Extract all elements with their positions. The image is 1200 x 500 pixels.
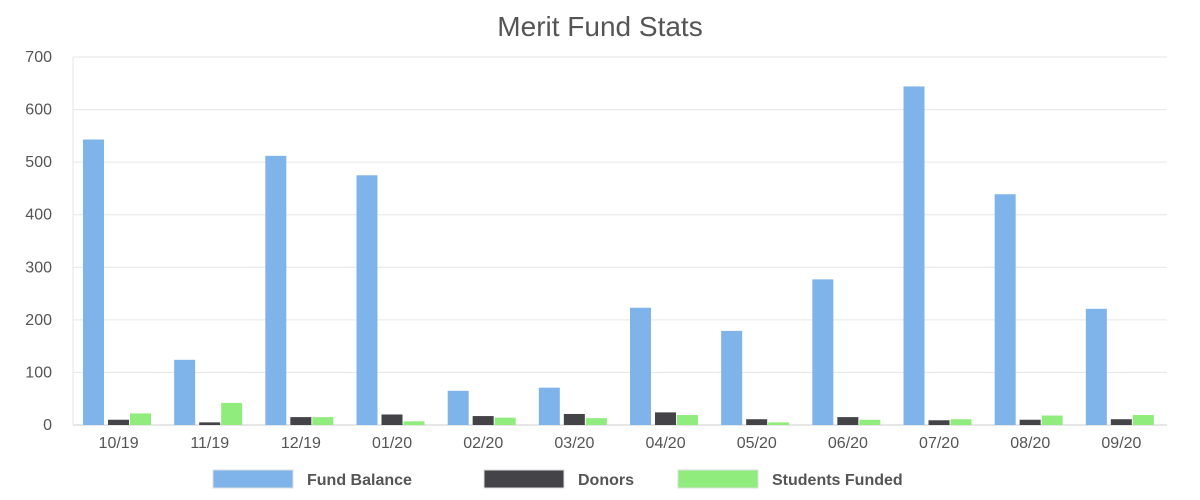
x-tick-label: 06/20 xyxy=(828,435,868,452)
bar-donors[interactable] xyxy=(472,416,494,425)
bar-fund-balance[interactable] xyxy=(721,330,743,425)
x-tick-label: 01/20 xyxy=(372,435,412,452)
x-tick-label: 11/19 xyxy=(190,435,229,452)
y-tick-label: 500 xyxy=(25,154,52,171)
bar-students-funded[interactable] xyxy=(585,418,607,425)
x-tick-label: 02/20 xyxy=(463,435,503,452)
x-tick-label: 10/19 xyxy=(99,435,139,452)
legend-item-students-funded[interactable]: Students Funded xyxy=(677,469,903,489)
bar-students-funded[interactable] xyxy=(403,421,425,425)
bar-students-funded[interactable] xyxy=(494,417,516,425)
y-tick-label: 200 xyxy=(25,312,52,329)
x-tick-label: 05/20 xyxy=(737,435,777,452)
y-tick-label: 0 xyxy=(43,417,52,434)
legend-label: Fund Balance xyxy=(307,472,412,489)
bar-donors[interactable] xyxy=(563,413,585,425)
bar-donors[interactable] xyxy=(746,419,768,425)
legend-swatch xyxy=(483,469,565,489)
x-tick-label: 12/19 xyxy=(281,435,321,452)
bar-students-funded[interactable] xyxy=(130,413,151,425)
gridlines xyxy=(73,56,1167,426)
x-tick-label: 07/20 xyxy=(919,435,959,452)
y-tick-label: 600 xyxy=(25,102,52,119)
legend-label: Students Funded xyxy=(772,472,903,489)
bar-students-funded[interactable] xyxy=(1041,415,1063,425)
bar-donors[interactable] xyxy=(655,412,676,425)
bar-fund-balance[interactable] xyxy=(1085,308,1107,425)
bar-students-funded[interactable] xyxy=(312,417,334,425)
y-tick-label: 300 xyxy=(25,259,52,276)
bar-donors[interactable] xyxy=(1019,419,1041,425)
y-tick-label: 700 xyxy=(25,49,52,66)
bar-fund-balance[interactable] xyxy=(265,155,287,425)
bar-fund-balance[interactable] xyxy=(356,175,378,425)
x-tick-label: 09/20 xyxy=(1101,435,1141,452)
bar-students-funded[interactable] xyxy=(859,419,881,425)
bar-fund-balance[interactable] xyxy=(812,279,834,425)
bars xyxy=(83,86,1154,425)
bar-donors[interactable] xyxy=(108,419,129,425)
x-tick-label: 04/20 xyxy=(646,435,686,452)
bar-students-funded[interactable] xyxy=(768,422,790,425)
bar-donors[interactable] xyxy=(290,417,312,425)
bar-donors[interactable] xyxy=(837,417,859,425)
x-tick-label: 03/20 xyxy=(554,435,594,452)
legend-swatch xyxy=(212,469,294,489)
y-axis: 0 100 200 300 400 500 600 700 xyxy=(25,49,74,434)
bar-students-funded[interactable] xyxy=(677,415,698,425)
legend[interactable]: Fund Balance Donors Students Funded xyxy=(212,469,903,489)
bar-fund-balance[interactable] xyxy=(83,139,104,425)
x-tick-label: 08/20 xyxy=(1010,435,1050,452)
bar-donors[interactable] xyxy=(199,422,221,425)
bar-fund-balance[interactable] xyxy=(630,307,651,425)
bar-donors[interactable] xyxy=(928,420,950,425)
bar-donors[interactable] xyxy=(381,414,403,425)
bar-students-funded[interactable] xyxy=(950,419,972,425)
bar-fund-balance[interactable] xyxy=(903,86,925,425)
bar-fund-balance[interactable] xyxy=(447,390,469,425)
y-tick-label: 100 xyxy=(25,364,52,381)
legend-swatch xyxy=(677,469,759,489)
bar-fund-balance[interactable] xyxy=(994,194,1016,425)
y-tick-label: 400 xyxy=(25,207,52,224)
bar-students-funded[interactable] xyxy=(221,402,243,425)
legend-item-donors[interactable]: Donors xyxy=(483,469,634,489)
bar-fund-balance[interactable] xyxy=(174,359,196,425)
x-axis: 10/19 11/19 12/19 01/20 02/20 03/20 04/20 05/20… xyxy=(99,435,1142,452)
bar-students-funded[interactable] xyxy=(1132,415,1154,425)
legend-label: Donors xyxy=(578,472,634,489)
legend-item-fund-balance[interactable]: Fund Balance xyxy=(212,469,412,489)
bar-fund-balance[interactable] xyxy=(538,387,560,425)
bar-donors[interactable] xyxy=(1110,419,1132,425)
chart-title: Merit Fund Stats xyxy=(497,11,702,42)
